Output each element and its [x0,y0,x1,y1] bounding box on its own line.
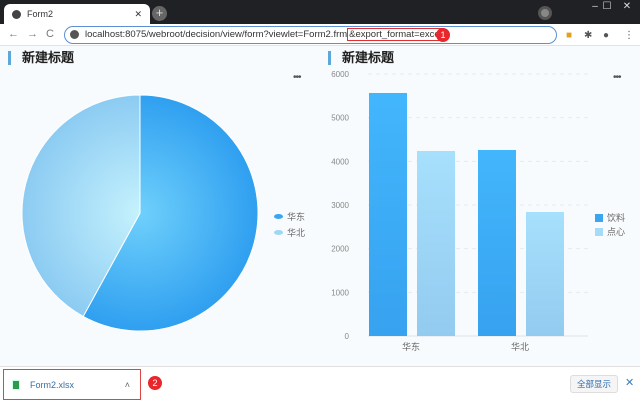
globe-icon [12,9,21,19]
legend-item-snacks[interactable]: 点心 [595,225,625,238]
legend-swatch [595,213,603,222]
menu-icon[interactable]: ⋮ [624,30,634,41]
legend-swatch [274,230,283,235]
show-all-button[interactable]: 全部显示 [570,375,618,393]
bar-0-0 [369,92,407,336]
bar-1-1 [526,211,564,336]
legend-swatch [274,214,283,219]
x-tick-label: 华北 [511,341,529,352]
close-window-button[interactable]: ✕ [622,1,632,12]
minimize-button[interactable]: – [592,1,598,12]
legend-label: 华东 [287,212,306,222]
bar-chart: 0 1000 2000 3000 4000 5000 6000 华东 华北 [331,70,588,352]
legend-label: 华北 [287,228,306,238]
legend-label: 点心 [607,227,626,237]
legend-item-drinks[interactable]: 饮料 [595,211,625,224]
y-tick-label: 3000 [331,201,349,210]
download-bar: Form2.xlsx ˄ 2 全部显示 ✕ [0,366,640,400]
back-icon[interactable]: ← [8,28,19,40]
download-item[interactable]: Form2.xlsx ˄ [3,369,141,400]
y-tick-label: 0 [345,332,350,341]
puzzle-icon[interactable]: ✱ [584,30,593,41]
tab-bar: Form2 ✕ + – ☐ ✕ [0,0,640,24]
pie-chart [21,94,259,332]
url-highlight: &export_format=excel [347,28,444,41]
close-download-bar-icon[interactable]: ✕ [625,377,635,389]
chevron-up-icon[interactable]: ˄ [124,379,130,390]
legend-label: 饮料 [607,213,626,223]
reload-icon[interactable]: C [46,28,54,40]
legend-item-huadong[interactable]: 华东 [274,210,305,223]
download-filename: Form2.xlsx [30,379,75,390]
y-tick-label: 2000 [331,245,349,254]
legend-item-huabei[interactable]: 华北 [274,226,305,239]
y-tick-label: 5000 [331,114,349,123]
legend-swatch [595,227,603,236]
more-options-icon[interactable]: ••• [613,72,621,83]
more-options-icon[interactable]: ••• [293,72,301,83]
extension-icon[interactable]: ■ [566,30,573,41]
y-tick-label: 1000 [331,288,349,297]
pie-slice-1 [21,94,141,318]
widget-title-right: 新建标题 [328,50,394,66]
y-tick-label: 6000 [331,70,349,79]
site-info-icon [70,30,79,39]
url-base: localhost:8075/webroot/decision/view/for… [85,29,348,40]
browser-tab[interactable]: Form2 ✕ [4,4,150,24]
annotation-badge-2: 2 [148,376,162,390]
profile-icon[interactable] [538,6,552,20]
forward-icon[interactable]: → [27,28,38,40]
close-tab-icon[interactable]: ✕ [134,8,142,19]
pie-slice-0 [82,94,259,332]
browser-toolbar: ← → C localhost:8075/webroot/decision/vi… [0,24,640,46]
maximize-button[interactable]: ☐ [602,1,612,12]
new-tab-button[interactable]: + [152,6,167,21]
bar-0-1 [417,150,455,336]
annotation-badge-1: 1 [436,28,450,42]
y-tick-label: 4000 [331,157,349,166]
excel-file-icon [12,379,20,390]
x-tick-label: 华东 [402,341,420,352]
account-icon[interactable]: ● [603,30,610,41]
tab-title: Form2 [27,9,54,19]
address-bar[interactable]: localhost:8075/webroot/decision/view/for… [64,26,557,44]
widget-title-left: 新建标题 [8,50,74,66]
bar-1-0 [478,149,516,336]
